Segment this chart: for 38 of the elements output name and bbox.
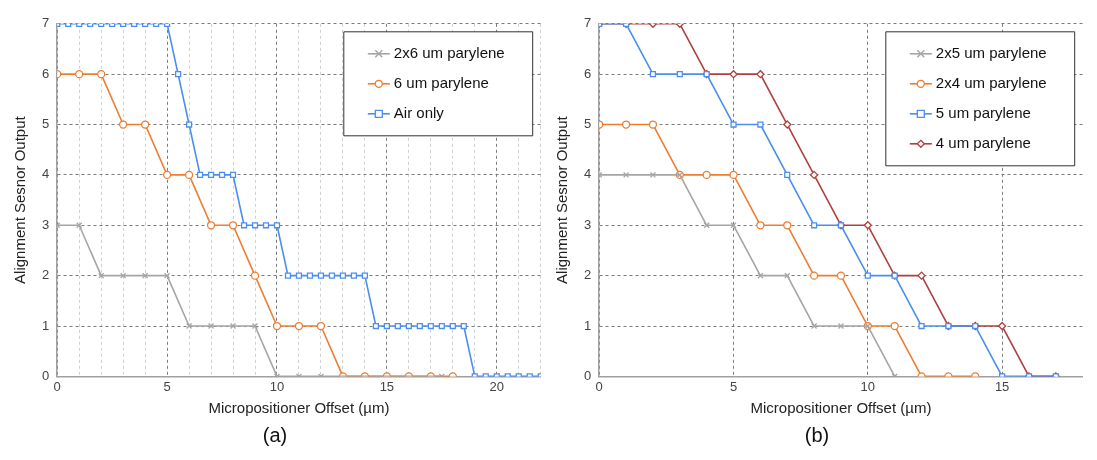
y-tick-label: 3 bbox=[42, 216, 50, 232]
y-tick-label: 4 bbox=[42, 166, 50, 182]
y-tick-label: 6 bbox=[42, 65, 50, 81]
y-tick-label: 2 bbox=[584, 267, 592, 283]
y-tick-label: 0 bbox=[42, 367, 50, 383]
x-axis-title: Micropositioner Offset (µm) bbox=[750, 399, 932, 417]
x-tick-label: 15 bbox=[994, 378, 1010, 394]
y-tick-label: 7 bbox=[42, 15, 50, 31]
x-tick-label: 5 bbox=[729, 378, 738, 394]
y-tick-label: 0 bbox=[584, 367, 592, 383]
legend-label: 4 um parylene bbox=[935, 133, 1031, 151]
y-tick-label: 3 bbox=[584, 216, 592, 232]
x-tick-label: 10 bbox=[860, 378, 876, 394]
text: (a) bbox=[262, 423, 288, 446]
x-tick-label: 0 bbox=[595, 378, 603, 394]
y-tick-label: 6 bbox=[584, 65, 592, 81]
legend-label: 2x5 um parylene bbox=[935, 43, 1047, 61]
y-tick-label: 1 bbox=[584, 317, 592, 333]
y-axis-title: Alignment Sesnor Output bbox=[11, 115, 29, 284]
y-tick-label: 5 bbox=[42, 116, 50, 132]
y-tick-label: 1 bbox=[42, 317, 50, 333]
x-tick-label: 10 bbox=[269, 378, 285, 394]
x-tick-label: 5 bbox=[163, 378, 171, 394]
y-tick-label: 2 bbox=[42, 267, 50, 283]
text: (b) bbox=[804, 423, 830, 446]
x-tick-label: 20 bbox=[489, 378, 504, 394]
legend-label: 5 um parylene bbox=[935, 103, 1031, 121]
x-axis-title: Micropositioner Offset (µm) bbox=[208, 399, 390, 417]
legend-label: 2x4 um parylene bbox=[935, 73, 1047, 91]
y-axis-title: Alignment Sesnor Output bbox=[553, 115, 571, 284]
legend-label: 2x6 um parylene bbox=[393, 43, 505, 61]
y-tick-label: 5 bbox=[584, 116, 592, 132]
y-tick-label: 7 bbox=[584, 15, 592, 31]
x-tick-label: 15 bbox=[379, 378, 395, 394]
y-tick-label: 4 bbox=[584, 166, 592, 182]
legend-label: Air only bbox=[393, 103, 445, 121]
legend-label: 6 um parylene bbox=[393, 73, 489, 91]
x-tick-label: 0 bbox=[53, 378, 61, 394]
